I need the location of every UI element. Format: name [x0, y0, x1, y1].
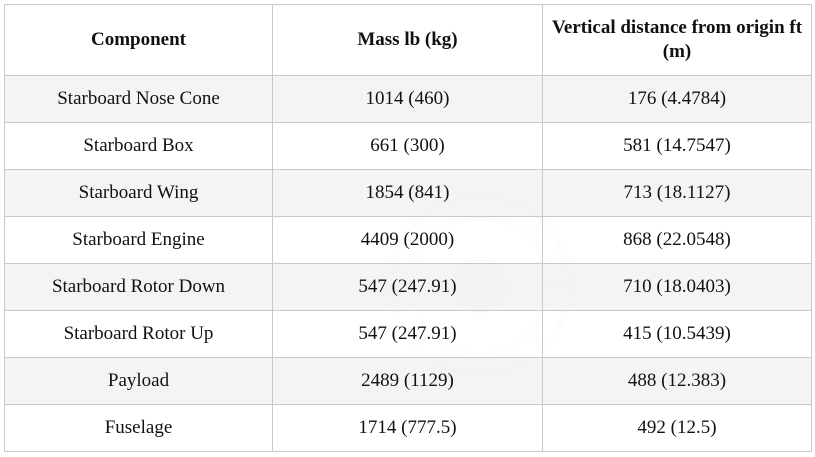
cell-mass: 1854 (841): [272, 169, 543, 217]
cell-vertical-distance: 415 (10.5439): [542, 310, 812, 358]
table-row: Starboard Wing 1854 (841) 713 (18.1127): [4, 169, 812, 217]
table-row: Starboard Engine 4409 (2000) 868 (22.054…: [4, 216, 812, 264]
cell-component: Starboard Nose Cone: [4, 75, 273, 123]
cell-component: Payload: [4, 357, 273, 405]
component-table: Component Mass lb (kg) Vertical distance…: [4, 4, 812, 452]
header-component: Component: [4, 4, 273, 76]
cell-vertical-distance: 868 (22.0548): [542, 216, 812, 264]
cell-vertical-distance: 488 (12.383): [542, 357, 812, 405]
cell-mass: 547 (247.91): [272, 263, 543, 311]
cell-component: Starboard Box: [4, 122, 273, 170]
table-row: Starboard Nose Cone 1014 (460) 176 (4.47…: [4, 75, 812, 123]
cell-vertical-distance: 710 (18.0403): [542, 263, 812, 311]
cell-vertical-distance: 581 (14.7547): [542, 122, 812, 170]
header-row: Component Mass lb (kg) Vertical distance…: [4, 4, 812, 76]
table-row: Starboard Box 661 (300) 581 (14.7547): [4, 122, 812, 170]
cell-mass: 547 (247.91): [272, 310, 543, 358]
cell-mass: 1714 (777.5): [272, 404, 543, 452]
cell-mass: 2489 (1129): [272, 357, 543, 405]
cell-vertical-distance: 492 (12.5): [542, 404, 812, 452]
cell-component: Starboard Rotor Up: [4, 310, 273, 358]
table-row: Fuselage 1714 (777.5) 492 (12.5): [4, 404, 812, 452]
table-row: Payload 2489 (1129) 488 (12.383): [4, 357, 812, 405]
header-mass: Mass lb (kg): [272, 4, 543, 76]
cell-mass: 4409 (2000): [272, 216, 543, 264]
table-row: Starboard Rotor Down 547 (247.91) 710 (1…: [4, 263, 812, 311]
cell-component: Starboard Wing: [4, 169, 273, 217]
cell-vertical-distance: 713 (18.1127): [542, 169, 812, 217]
cell-component: Fuselage: [4, 404, 273, 452]
cell-component: Starboard Rotor Down: [4, 263, 273, 311]
header-vertical-distance: Vertical distance from origin ft (m): [542, 4, 812, 76]
cell-vertical-distance: 176 (4.4784): [542, 75, 812, 123]
cell-mass: 661 (300): [272, 122, 543, 170]
cell-component: Starboard Engine: [4, 216, 273, 264]
cell-mass: 1014 (460): [272, 75, 543, 123]
table-row: Starboard Rotor Up 547 (247.91) 415 (10.…: [4, 310, 812, 358]
